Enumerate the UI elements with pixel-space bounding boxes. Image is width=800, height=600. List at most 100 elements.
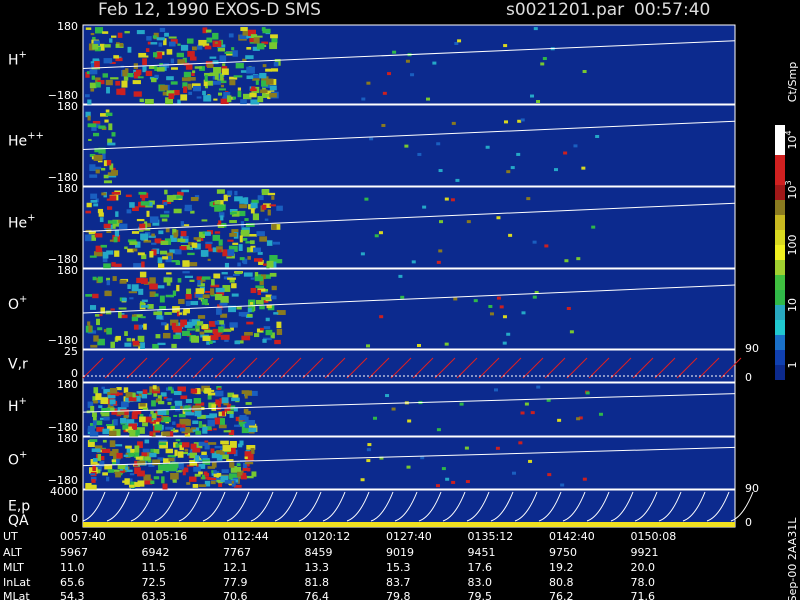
texture bbox=[139, 402, 146, 407]
texture bbox=[217, 224, 225, 228]
texture bbox=[436, 142, 441, 146]
texture bbox=[192, 83, 201, 88]
texture bbox=[109, 195, 117, 201]
texture bbox=[378, 231, 383, 235]
y-tick-label: −180 bbox=[48, 421, 78, 434]
texture bbox=[238, 244, 243, 251]
texture bbox=[155, 398, 161, 403]
texture bbox=[151, 431, 156, 438]
texture bbox=[181, 189, 189, 193]
colorbar-cell bbox=[775, 245, 785, 260]
texture bbox=[187, 83, 192, 90]
texture bbox=[241, 390, 250, 395]
texture bbox=[89, 174, 98, 178]
texture bbox=[420, 456, 425, 460]
texture bbox=[182, 271, 190, 274]
texture bbox=[142, 420, 148, 427]
tick-base: 100 bbox=[786, 235, 799, 256]
texture bbox=[119, 314, 128, 319]
texture bbox=[114, 250, 120, 257]
texture bbox=[128, 291, 138, 294]
texture bbox=[197, 280, 201, 286]
texture bbox=[101, 386, 105, 390]
texture bbox=[176, 52, 184, 58]
texture bbox=[201, 219, 208, 222]
texture bbox=[89, 422, 96, 429]
texture bbox=[508, 233, 513, 237]
row-header: MLT bbox=[3, 561, 24, 574]
texture bbox=[107, 220, 117, 224]
texture bbox=[210, 480, 216, 485]
texture bbox=[174, 400, 183, 407]
texture bbox=[213, 473, 222, 477]
texture bbox=[140, 316, 146, 319]
texture bbox=[360, 252, 365, 256]
texture bbox=[149, 216, 159, 223]
texture bbox=[242, 30, 249, 36]
texture bbox=[105, 79, 113, 86]
texture bbox=[247, 308, 252, 313]
texture bbox=[255, 299, 264, 305]
texture bbox=[186, 38, 194, 44]
texture bbox=[202, 426, 208, 434]
texture bbox=[506, 170, 511, 174]
texture bbox=[466, 220, 471, 224]
texture bbox=[131, 231, 140, 234]
texture bbox=[240, 27, 248, 32]
texture bbox=[227, 249, 235, 256]
texture bbox=[133, 314, 143, 318]
texture bbox=[211, 279, 215, 286]
texture bbox=[426, 97, 431, 101]
table-cell: 0120:12 bbox=[305, 530, 351, 543]
texture bbox=[455, 178, 460, 182]
texture bbox=[123, 387, 129, 393]
panel bbox=[82, 349, 736, 383]
footer: Sep-00 2AA31L bbox=[786, 517, 799, 600]
texture bbox=[436, 260, 441, 264]
texture bbox=[193, 442, 203, 449]
texture bbox=[240, 99, 247, 105]
texture bbox=[127, 284, 131, 289]
texture bbox=[195, 288, 205, 294]
texture bbox=[150, 42, 158, 45]
texture bbox=[92, 418, 97, 426]
texture bbox=[141, 254, 147, 260]
texture bbox=[156, 67, 165, 72]
texture bbox=[185, 419, 191, 426]
table-cell: 77.9 bbox=[223, 576, 248, 589]
texture bbox=[144, 478, 153, 485]
texture bbox=[217, 320, 225, 325]
texture bbox=[122, 69, 128, 77]
texture bbox=[165, 448, 173, 454]
texture bbox=[149, 283, 158, 290]
table-cell: 0112:44 bbox=[223, 530, 269, 543]
texture bbox=[532, 240, 537, 244]
trace bbox=[82, 284, 736, 314]
texture bbox=[270, 332, 275, 339]
texture bbox=[132, 206, 139, 212]
texture bbox=[141, 452, 148, 457]
texture bbox=[189, 449, 194, 454]
texture bbox=[204, 72, 212, 77]
texture bbox=[246, 419, 256, 426]
label-text: O bbox=[8, 297, 19, 313]
texture bbox=[201, 277, 206, 282]
texture bbox=[238, 421, 247, 427]
texture bbox=[245, 241, 254, 244]
texture bbox=[203, 290, 212, 293]
texture bbox=[136, 391, 143, 394]
texture bbox=[202, 476, 211, 480]
texture bbox=[229, 209, 238, 213]
texture bbox=[205, 241, 213, 245]
plots: H+180−180He++180−180He+180−180O+180−180V… bbox=[3, 20, 799, 600]
texture bbox=[153, 449, 160, 454]
texture bbox=[496, 296, 501, 300]
texture bbox=[240, 70, 249, 73]
texture bbox=[174, 449, 178, 456]
texture bbox=[132, 248, 138, 252]
texture bbox=[109, 388, 118, 394]
texture bbox=[234, 190, 238, 196]
texture bbox=[214, 293, 223, 301]
texture bbox=[585, 391, 590, 395]
texture bbox=[381, 123, 386, 127]
